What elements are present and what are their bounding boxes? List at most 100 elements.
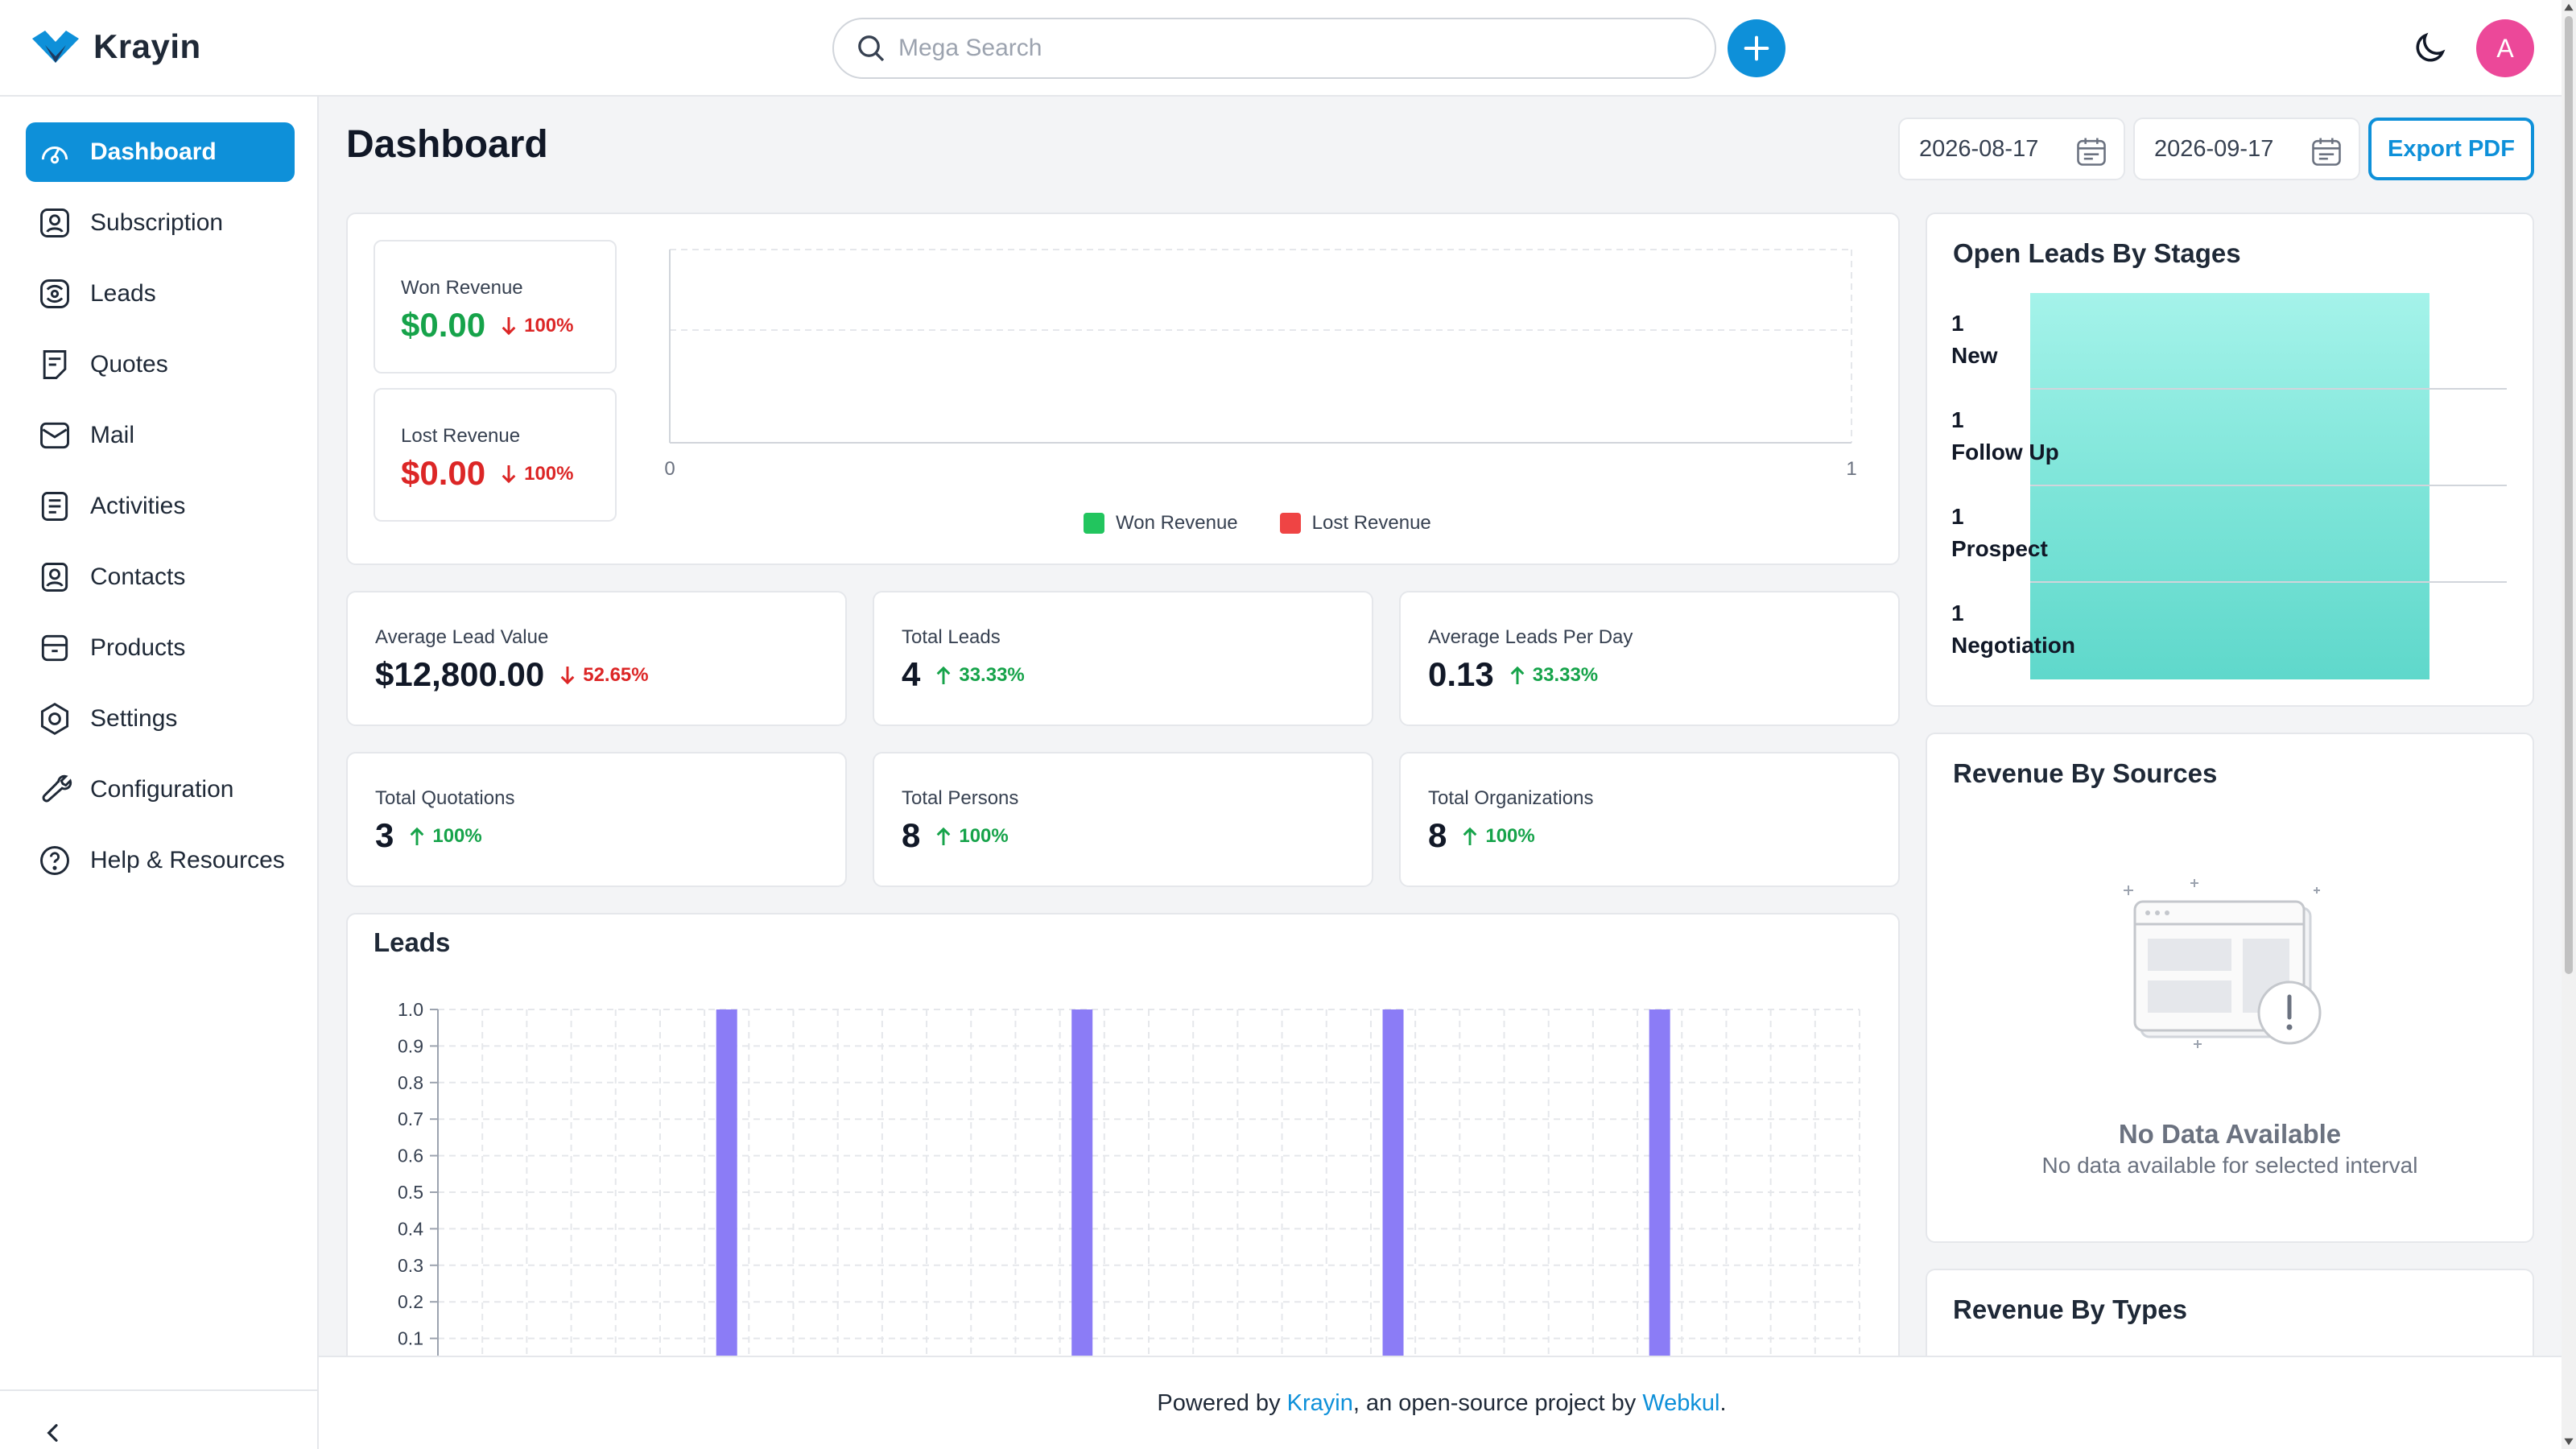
lost-revenue-value: $0.00 xyxy=(401,454,486,492)
export-pdf-button[interactable]: Export PDF xyxy=(2368,118,2534,180)
revenue-by-sources-card: Revenue By Sources No Data Available No … xyxy=(1926,733,2534,1243)
sidebar-item-contacts[interactable]: Contacts xyxy=(26,547,295,607)
mega-search[interactable] xyxy=(832,18,1716,79)
krayin-logo-icon xyxy=(32,31,79,63)
calendar-icon xyxy=(2312,138,2341,166)
stat-value: 8 xyxy=(902,816,921,854)
sidebar-item-settings[interactable]: Settings xyxy=(26,689,295,749)
stat-value: 4 xyxy=(902,655,921,693)
footer-prefix: Powered by xyxy=(1157,1389,1287,1416)
sidebar-item-subscription[interactable]: Subscription xyxy=(26,193,295,253)
stage-name: New xyxy=(1951,343,1998,368)
sidebar-divider xyxy=(0,1389,319,1391)
search-input[interactable] xyxy=(898,35,1623,62)
sidebar-item-label: Settings xyxy=(90,705,178,732)
leads-icon xyxy=(37,276,72,312)
lead-bar xyxy=(1071,1009,1093,1357)
stat-value: 0.13 xyxy=(1428,655,1494,693)
stage-name: Negotiation xyxy=(1951,633,2075,658)
stat-change: 100% xyxy=(432,825,482,847)
stage-count: 1 xyxy=(1951,407,1964,432)
sidebar-item-products[interactable]: Products xyxy=(26,618,295,678)
user-avatar[interactable]: A xyxy=(2476,19,2534,77)
top-bar: Krayin A xyxy=(0,0,2576,97)
scrollbar-thumb[interactable] xyxy=(2565,16,2573,974)
y-tick-label: 0.6 xyxy=(398,1146,423,1166)
stat-trend: 100% xyxy=(408,825,482,848)
mail-icon xyxy=(37,418,72,453)
end-date-field[interactable]: 2026-09-17 xyxy=(2133,118,2360,180)
lost-revenue-card: Lost Revenue $0.00 100% xyxy=(374,388,617,522)
stat-row: $12,800.00 52.65% xyxy=(375,655,649,694)
person-icon xyxy=(37,205,72,241)
lead-bar xyxy=(1649,1009,1670,1357)
stat-row: 8 100% xyxy=(902,816,1009,855)
stage-row: 1 Prospect xyxy=(1951,486,2507,583)
revenue-card: Won Revenue $0.00 100% Lost Revenue $0.0… xyxy=(346,213,1900,565)
quote-icon xyxy=(37,347,72,382)
footer-middle: , an open-source project by xyxy=(1352,1389,1643,1416)
stage-divider xyxy=(2030,485,2507,486)
stage-count: 1 xyxy=(1951,601,1964,625)
y-tick-label: 0.7 xyxy=(398,1108,423,1129)
open-leads-title: Open Leads By Stages xyxy=(1953,238,2241,268)
arrow-up-icon xyxy=(936,666,951,684)
chevron-left-icon xyxy=(47,1424,58,1442)
stat-change: 100% xyxy=(1485,825,1535,847)
help-icon xyxy=(37,843,72,878)
krayin-link[interactable]: Krayin xyxy=(1286,1389,1353,1416)
sidebar-item-leads[interactable]: Leads xyxy=(26,264,295,324)
sidebar-item-help[interactable]: Help & Resources xyxy=(26,831,295,890)
dark-mode-toggle[interactable] xyxy=(2407,26,2452,71)
stage-row: 1 Follow Up xyxy=(1951,390,2507,486)
start-date-field[interactable]: 2026-08-17 xyxy=(1898,118,2125,180)
stat-card-average-lead-value: Average Lead Value $12,800.00 52.65% xyxy=(346,591,847,726)
stat-trend: 100% xyxy=(1461,825,1535,848)
stat-value: 8 xyxy=(1428,816,1447,854)
y-tick-label: 0.4 xyxy=(398,1218,423,1239)
stages-funnel: 1 New 1 Follow Up 1 Prospect 1 Negotiation xyxy=(1951,293,2507,679)
quick-add-button[interactable] xyxy=(1728,19,1785,77)
y-tick-label: 1.0 xyxy=(398,999,423,1020)
legend-label-won[interactable]: Won Revenue xyxy=(1116,512,1238,534)
arrow-up-icon xyxy=(1510,666,1525,684)
sidebar-item-label: Activities xyxy=(90,493,186,519)
stat-label: Total Persons xyxy=(902,787,1019,809)
dashboard-icon xyxy=(37,134,72,170)
sidebar-item-activities[interactable]: Activities xyxy=(26,477,295,536)
plus-icon xyxy=(1744,35,1769,61)
search-icon xyxy=(858,35,885,62)
lost-revenue-row: $0.00 100% xyxy=(401,454,574,493)
sidebar-item-label: Products xyxy=(90,634,186,661)
empty-state-title: No Data Available xyxy=(2118,1119,2342,1149)
y-tick-label: 0.2 xyxy=(398,1291,423,1312)
sidebar-item-configuration[interactable]: Configuration xyxy=(26,760,295,819)
sidebar-item-label: Help & Resources xyxy=(90,847,285,873)
webkul-link[interactable]: Webkul xyxy=(1642,1389,1720,1416)
stage-name: Prospect xyxy=(1951,536,2048,561)
sidebar-item-dashboard[interactable]: Dashboard xyxy=(26,122,295,182)
won-revenue-value: $0.00 xyxy=(401,306,486,344)
legend-label-lost[interactable]: Lost Revenue xyxy=(1311,512,1431,534)
sidebar-item-mail[interactable]: Mail xyxy=(26,406,295,465)
footer-suffix: . xyxy=(1719,1389,1727,1416)
stat-trend: 33.33% xyxy=(935,664,1025,687)
no-data-illustration-icon xyxy=(2124,879,2322,1048)
arrow-down-icon xyxy=(560,667,575,685)
brand-logo[interactable]: Krayin xyxy=(29,27,201,66)
collapse-sidebar-button[interactable] xyxy=(35,1415,71,1449)
stat-change: 100% xyxy=(959,825,1009,847)
stat-label: Total Leads xyxy=(902,626,1001,648)
y-tick-label: 0.5 xyxy=(398,1182,423,1203)
sidebar-item-quotes[interactable]: Quotes xyxy=(26,335,295,394)
stat-row: 4 33.33% xyxy=(902,655,1025,694)
scroll-up-icon[interactable] xyxy=(2563,2,2574,13)
stat-change: 52.65% xyxy=(583,664,649,686)
scroll-down-icon[interactable] xyxy=(2563,1436,2574,1447)
revenue-by-types-title: Revenue By Types xyxy=(1953,1294,2188,1324)
stage-count: 1 xyxy=(1951,504,1964,529)
arrow-up-icon xyxy=(936,827,951,845)
stat-row: 0.13 33.33% xyxy=(1428,655,1598,694)
lead-bar xyxy=(716,1009,737,1357)
